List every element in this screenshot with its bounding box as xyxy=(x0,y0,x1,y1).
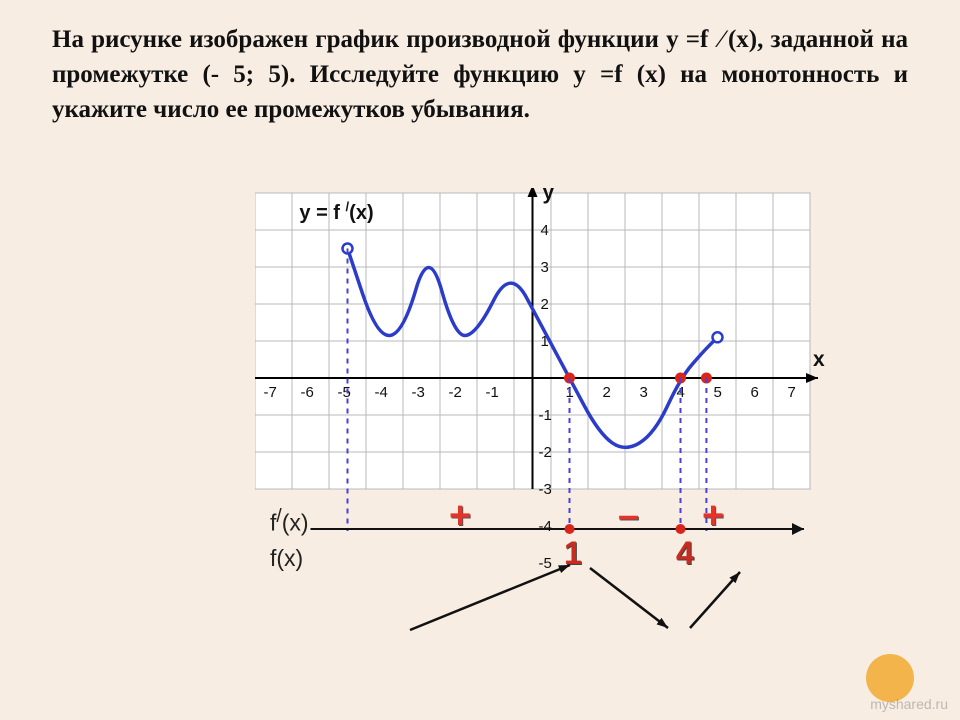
svg-text:2: 2 xyxy=(603,384,611,401)
svg-text:-2: -2 xyxy=(539,444,552,461)
svg-text:-3: -3 xyxy=(539,481,552,498)
sign-plus-2: + xyxy=(702,495,724,538)
derivative-graph: yx-7-6-5-4-3-2-112345674321-1-2-3-4-5y =… xyxy=(255,188,837,488)
svg-text:-2: -2 xyxy=(449,384,462,401)
svg-text:y: y xyxy=(543,188,555,204)
svg-text:x: x xyxy=(813,348,825,371)
fx-label: f(x) xyxy=(270,545,303,572)
svg-text:-4: -4 xyxy=(539,518,552,535)
svg-text:3: 3 xyxy=(640,384,648,401)
svg-text:-4: -4 xyxy=(375,384,388,401)
svg-text:5: 5 xyxy=(714,384,722,401)
svg-text:-5: -5 xyxy=(338,384,351,401)
crit-point-4: 4 xyxy=(676,535,694,572)
sign-minus: – xyxy=(618,495,639,538)
svg-text:-1: -1 xyxy=(539,407,552,424)
watermark: myshared.ru xyxy=(870,696,948,712)
svg-text:-6: -6 xyxy=(301,384,314,401)
svg-text:-7: -7 xyxy=(264,384,277,401)
svg-text:3: 3 xyxy=(541,259,549,276)
svg-text:-5: -5 xyxy=(539,555,552,572)
svg-text:2: 2 xyxy=(541,296,549,313)
svg-text:-1: -1 xyxy=(486,384,499,401)
svg-text:6: 6 xyxy=(751,384,759,401)
svg-text:7: 7 xyxy=(788,384,796,401)
svg-text:y = f /(x): y = f /(x) xyxy=(299,199,373,224)
sign-plus-1: + xyxy=(449,495,471,538)
svg-text:-3: -3 xyxy=(412,384,425,401)
slide-decoration-dot xyxy=(866,654,914,702)
fprime-label: f/(x) xyxy=(270,506,309,537)
graph-svg: yx-7-6-5-4-3-2-112345674321-1-2-3-4-5y =… xyxy=(255,188,837,680)
svg-text:4: 4 xyxy=(541,222,549,239)
crit-point-1: 1 xyxy=(564,535,582,572)
problem-text: На рисунке изображен график производной … xyxy=(52,22,908,127)
